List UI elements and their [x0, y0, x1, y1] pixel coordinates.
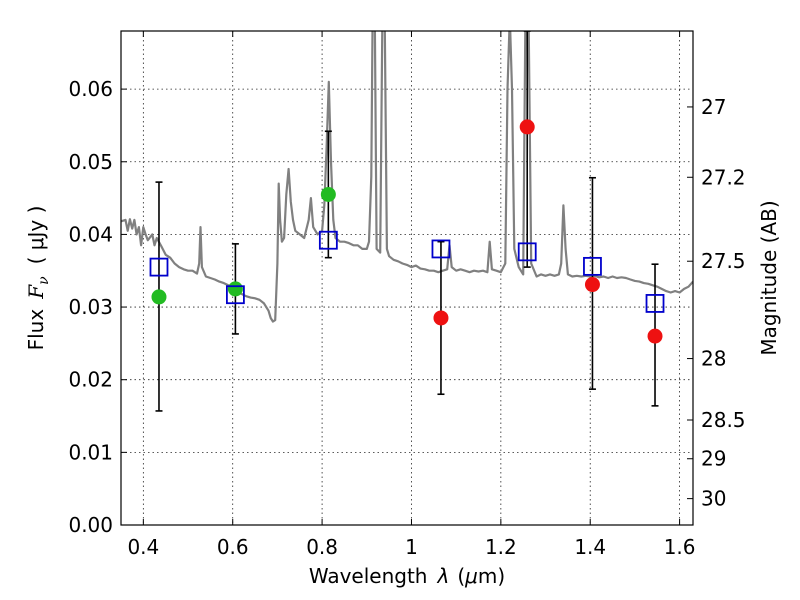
- model-flux-square: [225, 285, 245, 305]
- y2-tick-label: 28.5: [701, 408, 746, 432]
- marker-layer: [149, 119, 665, 344]
- ticks: 0.4 0.6 0.8 1 1.2 1.4 1.6 0.00 0.01 0.02 0.03 0.04 0…: [68, 31, 746, 559]
- observed-point-green: [227, 281, 243, 297]
- y-tick-label: 0.06: [68, 77, 113, 101]
- y2-tick-label: 27.2: [701, 165, 746, 189]
- model-flux-square: [149, 257, 169, 277]
- x-axis-unit-open: (: [457, 564, 465, 588]
- x-tick-label: 0.8: [306, 535, 338, 559]
- observed-point-green: [151, 289, 167, 305]
- model-flux-square: [318, 230, 338, 250]
- y2-tick-label: 29: [701, 447, 726, 471]
- y-axis-unit: ( μJy ): [24, 206, 48, 265]
- y2-tick-label: 30: [701, 487, 726, 511]
- y2-axis-label: Magnitude (AB): [757, 200, 781, 355]
- y-tick-label: 0.00: [68, 513, 113, 537]
- observed-point-red: [647, 328, 663, 344]
- errorbar-layer: [155, 31, 659, 412]
- y-axis-symbol: F: [24, 284, 48, 300]
- y-axis-label-prefix: Flux: [24, 309, 48, 351]
- y2-tick-label: 27.5: [701, 249, 746, 273]
- y-axis-subscript: ν: [36, 276, 52, 285]
- x-tick-label: 1.2: [485, 535, 517, 559]
- model-flux-square: [645, 294, 665, 313]
- model-flux-square: [431, 239, 451, 259]
- model-flux-square: [583, 256, 602, 276]
- observed-point-red: [433, 310, 449, 326]
- model-flux-square: [517, 242, 537, 262]
- x-tick-label: 0.4: [127, 535, 159, 559]
- y-tick-label: 0.03: [68, 295, 113, 319]
- y-tick-label: 0.04: [68, 222, 113, 246]
- y-tick-label: 0.01: [68, 440, 113, 464]
- y-axis-label: Flux Fν ( μJy ): [24, 206, 52, 351]
- x-tick-label: 1: [405, 535, 418, 559]
- x-axis-label-prefix: Wavelength: [309, 564, 428, 588]
- plot-frame: [120, 30, 694, 526]
- x-tick-label: 1.6: [664, 535, 696, 559]
- y2-tick-label: 28: [701, 347, 726, 371]
- x-axis-symbol: λ: [436, 564, 449, 588]
- spectrum-layer: [121, 31, 693, 323]
- y-tick-label: 0.05: [68, 150, 113, 174]
- x-tick-label: 1.4: [574, 535, 606, 559]
- x-axis-unit-mu: μ: [464, 564, 478, 588]
- observed-point-green: [320, 186, 336, 202]
- spectrum-line: [121, 31, 693, 323]
- x-axis-unit-rest: m): [478, 564, 505, 588]
- x-tick-label: 0.6: [217, 535, 249, 559]
- y2-tick-label: 27: [701, 95, 726, 119]
- x-axis-label: Wavelength λ (μm): [309, 564, 505, 588]
- observed-point-red: [584, 277, 600, 293]
- observed-point-red: [519, 119, 535, 135]
- y-tick-label: 0.02: [68, 368, 113, 392]
